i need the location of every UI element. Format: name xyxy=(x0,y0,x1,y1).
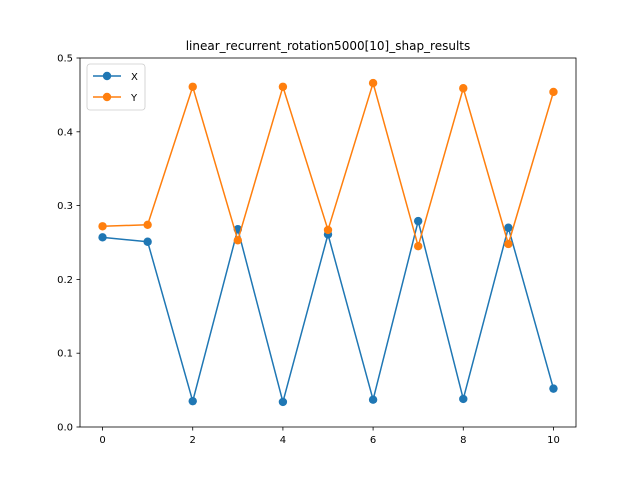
plot-area: 0 2 4 6 8 10 0.0 0.1 0.2 0.3 0.4 0.5 xyxy=(57,54,577,446)
y-tick-label: 0.3 xyxy=(57,201,73,212)
x-tick-label: 8 xyxy=(460,435,466,446)
series-point-y xyxy=(459,84,468,93)
y-tick-label: 0.0 xyxy=(57,423,73,434)
series-point-x xyxy=(98,233,107,242)
series-point-x xyxy=(188,396,197,406)
legend: XY xyxy=(86,63,146,111)
legend-marker-y xyxy=(102,92,112,102)
series-point-y xyxy=(504,239,513,249)
series-point-y xyxy=(413,241,423,251)
chart-title: linear_recurrent_rotation5000[10]_shap_r… xyxy=(186,39,471,53)
x-tick-label: 0 xyxy=(99,435,105,446)
y-tick-label: 0.4 xyxy=(57,127,73,138)
x-tick-label: 4 xyxy=(280,435,286,446)
series-point-y xyxy=(323,225,333,235)
series-point-y xyxy=(188,82,197,91)
legend-label-y: Y xyxy=(130,93,138,104)
series-point-x xyxy=(278,397,288,407)
x-tick-label: 2 xyxy=(190,435,196,446)
axes-frame xyxy=(79,57,577,428)
series-point-x xyxy=(549,384,558,393)
x-tick-label: 10 xyxy=(547,435,560,446)
series-point-x xyxy=(143,237,152,246)
series-point-y xyxy=(143,220,152,229)
series-point-y xyxy=(233,236,243,245)
series-point-x xyxy=(504,223,513,232)
legend-marker-x xyxy=(102,71,112,81)
series-point-x xyxy=(368,395,378,404)
series-point-x xyxy=(459,394,468,404)
y-tick-label: 0.5 xyxy=(57,54,73,65)
legend-label-x: X xyxy=(131,72,138,83)
series-point-x xyxy=(413,216,423,226)
y-tick-label: 0.2 xyxy=(57,275,73,286)
y-tick-label: 0.1 xyxy=(57,349,73,360)
series-point-y xyxy=(549,87,558,97)
x-tick-label: 6 xyxy=(370,435,376,446)
series-point-y xyxy=(368,78,378,88)
series-point-y xyxy=(278,82,288,91)
series-point-y xyxy=(98,222,107,231)
